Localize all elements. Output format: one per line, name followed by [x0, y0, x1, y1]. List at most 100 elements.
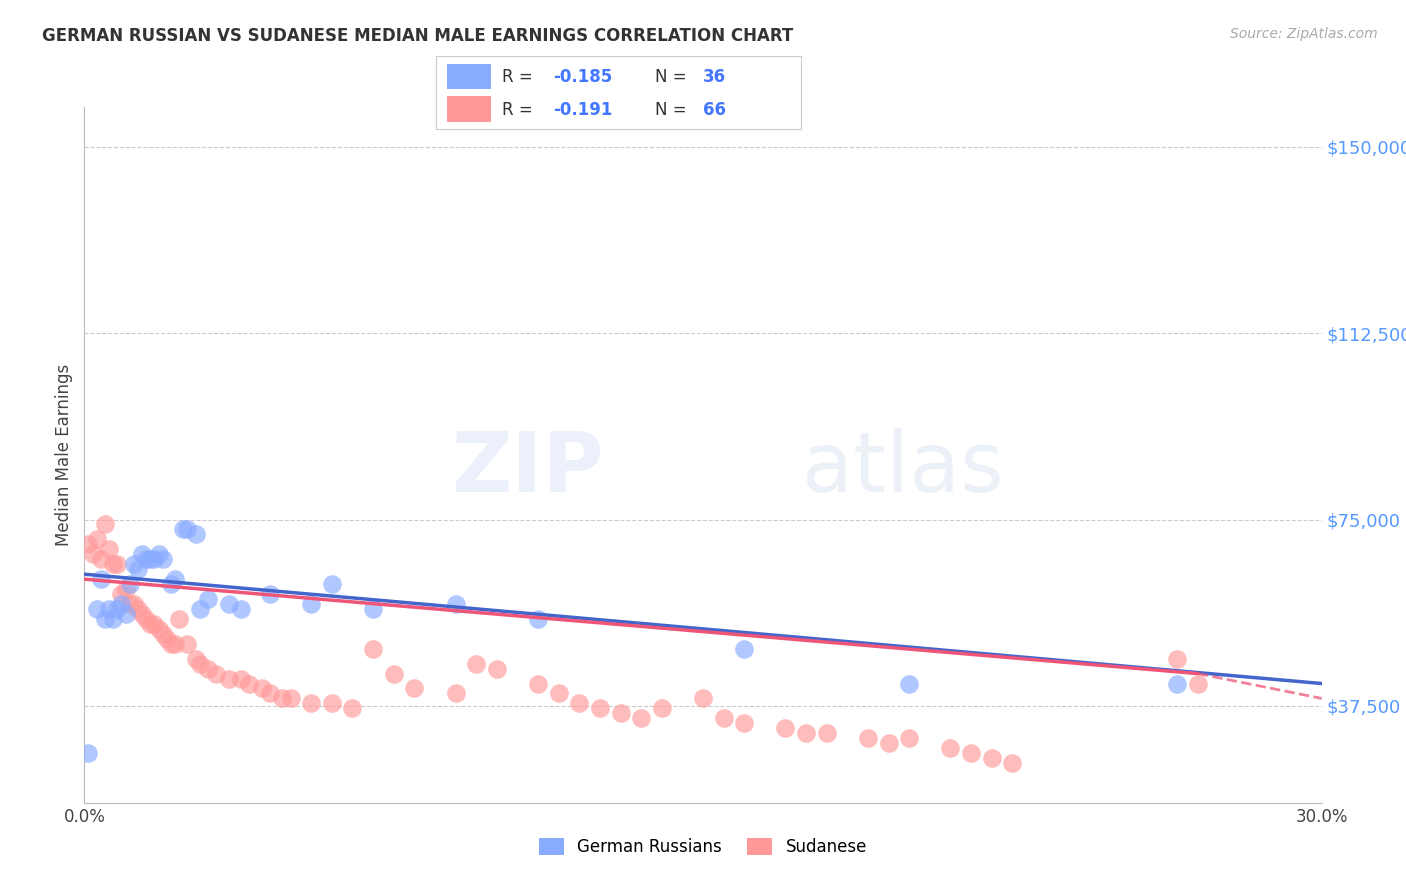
Point	[98, 542, 121, 557]
Point	[218, 672, 240, 686]
Point	[152, 627, 174, 641]
Point	[127, 562, 149, 576]
Text: N =: N =	[655, 101, 692, 119]
Point	[98, 602, 121, 616]
Point	[361, 641, 384, 656]
Point	[651, 701, 673, 715]
Point	[299, 697, 322, 711]
Bar	[447, 63, 491, 89]
Point	[321, 697, 343, 711]
Point	[184, 651, 207, 665]
Text: GERMAN RUSSIAN VS SUDANESE MEDIAN MALE EARNINGS CORRELATION CHART: GERMAN RUSSIAN VS SUDANESE MEDIAN MALE E…	[42, 27, 793, 45]
Point	[110, 597, 132, 611]
Point	[148, 547, 170, 561]
Text: 66: 66	[703, 101, 725, 119]
Point	[156, 632, 179, 646]
Y-axis label: Median Male Earnings: Median Male Earnings	[55, 364, 73, 546]
Text: atlas: atlas	[801, 428, 1004, 509]
Point	[135, 552, 157, 566]
Text: -0.185: -0.185	[553, 68, 612, 86]
Text: R =: R =	[502, 68, 537, 86]
Point	[465, 657, 488, 671]
Point	[775, 721, 797, 735]
Point	[527, 612, 550, 626]
Point	[218, 597, 240, 611]
Point	[280, 691, 302, 706]
Point	[568, 697, 591, 711]
Point	[122, 558, 145, 572]
Point	[259, 686, 281, 700]
Point	[1001, 756, 1024, 770]
Point	[103, 612, 125, 626]
Point	[77, 746, 100, 760]
Point	[815, 726, 838, 740]
Point	[733, 641, 755, 656]
Point	[139, 552, 162, 566]
Point	[444, 686, 467, 700]
Point	[1166, 651, 1188, 665]
Point	[105, 602, 128, 616]
Point	[152, 552, 174, 566]
Point	[692, 691, 714, 706]
Point	[960, 746, 983, 760]
Point	[980, 751, 1002, 765]
Point	[404, 681, 426, 696]
Point	[238, 676, 260, 690]
Point	[342, 701, 364, 715]
Point	[229, 602, 252, 616]
Point	[444, 597, 467, 611]
Point	[165, 572, 187, 586]
Point	[527, 676, 550, 690]
Point	[86, 533, 108, 547]
Point	[733, 716, 755, 731]
Point	[94, 517, 117, 532]
Point	[939, 741, 962, 756]
Point	[94, 612, 117, 626]
Point	[90, 552, 112, 566]
Point	[114, 607, 136, 621]
Point	[259, 587, 281, 601]
Point	[197, 592, 219, 607]
Point	[271, 691, 294, 706]
Point	[713, 711, 735, 725]
Point	[143, 552, 166, 566]
Point	[229, 672, 252, 686]
Point	[118, 597, 141, 611]
Point	[131, 547, 153, 561]
Point	[127, 602, 149, 616]
Point	[1187, 676, 1209, 690]
Point	[898, 731, 921, 746]
Point	[485, 662, 508, 676]
Point	[165, 637, 187, 651]
Point	[105, 558, 128, 572]
Text: N =: N =	[655, 68, 692, 86]
Point	[794, 726, 817, 740]
Text: ZIP: ZIP	[451, 428, 605, 509]
Point	[77, 537, 100, 551]
Point	[110, 587, 132, 601]
Point	[118, 577, 141, 591]
Bar	[447, 96, 491, 122]
Point	[135, 612, 157, 626]
Point	[299, 597, 322, 611]
Point	[609, 706, 631, 721]
Point	[630, 711, 652, 725]
Point	[114, 582, 136, 596]
Point	[205, 666, 228, 681]
Point	[176, 523, 198, 537]
Point	[1166, 676, 1188, 690]
Point	[589, 701, 612, 715]
Point	[160, 577, 183, 591]
Point	[172, 523, 194, 537]
Point	[547, 686, 569, 700]
Point	[361, 602, 384, 616]
Point	[321, 577, 343, 591]
Point	[197, 662, 219, 676]
Text: 36: 36	[703, 68, 725, 86]
Text: R =: R =	[502, 101, 537, 119]
Point	[143, 616, 166, 631]
Point	[856, 731, 879, 746]
Point	[877, 736, 900, 750]
Point	[122, 597, 145, 611]
Point	[167, 612, 190, 626]
